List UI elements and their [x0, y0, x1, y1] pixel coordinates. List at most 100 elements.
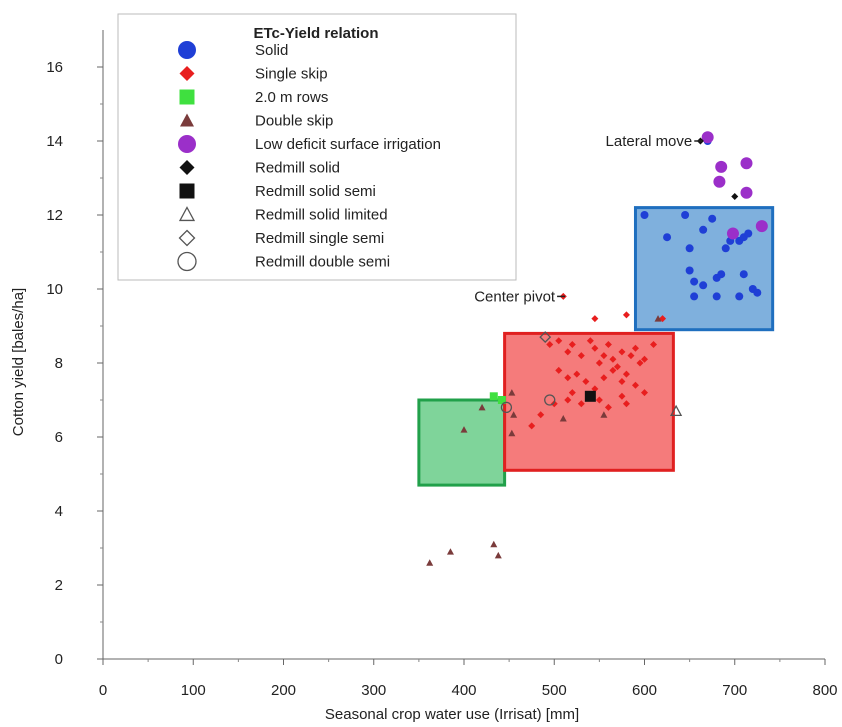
data-point — [690, 292, 699, 301]
data-point — [537, 411, 545, 419]
x-tick-label: 600 — [632, 682, 657, 699]
data-point — [555, 366, 563, 374]
legend-marker — [178, 41, 196, 59]
annotation-label: Lateral move — [606, 133, 693, 150]
data-point — [591, 315, 599, 323]
region-box-1 — [417, 398, 507, 487]
legend-marker — [178, 229, 196, 247]
data-point — [604, 341, 612, 348]
x-tick-label: 200 — [271, 682, 296, 699]
data-point — [550, 400, 558, 408]
data-point — [500, 401, 513, 414]
data-point — [618, 348, 626, 356]
data-point — [631, 381, 639, 389]
data-point — [544, 394, 556, 406]
data-point — [577, 400, 585, 408]
data-point — [685, 244, 694, 253]
data-point — [622, 400, 630, 408]
data-point — [600, 411, 608, 418]
x-tick-label: 0 — [99, 682, 107, 699]
data-point — [446, 548, 454, 555]
data-point — [584, 390, 596, 402]
data-point — [490, 540, 498, 548]
points-layer — [426, 131, 768, 566]
data-point — [690, 277, 699, 286]
data-point — [494, 551, 502, 559]
y-axis-title: Cotton yield [bales/ha] — [10, 288, 27, 436]
legend-label: Solid — [255, 42, 288, 59]
data-point — [735, 292, 744, 301]
data-point — [568, 341, 576, 348]
data-point — [713, 175, 726, 188]
y-tick-label: 6 — [55, 429, 63, 446]
data-point — [721, 244, 730, 253]
legend-label: Low deficit surface irrigation — [255, 136, 441, 153]
annotation-label: Center pivot — [474, 288, 556, 305]
data-point — [604, 403, 612, 411]
data-point — [641, 389, 648, 397]
legend-label: Double skip — [255, 113, 333, 130]
legend-label: Redmill double semi — [255, 254, 390, 271]
data-point — [613, 363, 621, 371]
data-point — [708, 214, 717, 223]
legend-marker — [179, 160, 195, 175]
data-point — [591, 344, 599, 352]
legend-marker — [179, 183, 195, 199]
y-tick-label: 4 — [55, 503, 63, 520]
data-point — [564, 396, 572, 404]
data-point — [740, 157, 753, 170]
legend-marker — [178, 135, 196, 153]
data-point — [650, 341, 658, 348]
data-point — [627, 352, 635, 360]
data-point — [478, 403, 486, 411]
data-point — [539, 331, 552, 344]
legend-label: Redmill solid — [255, 160, 340, 177]
data-point — [641, 355, 648, 363]
data-point — [740, 186, 753, 199]
data-point — [636, 359, 644, 367]
data-point — [744, 229, 753, 238]
data-point — [595, 396, 603, 404]
data-point — [600, 352, 608, 360]
y-tick-label: 16 — [46, 59, 63, 76]
x-tick-label: 300 — [361, 682, 386, 699]
x-tick-label: 700 — [722, 682, 747, 699]
legend-label: 2.0 m rows — [255, 89, 328, 106]
data-point — [753, 288, 762, 297]
data-point — [622, 370, 630, 378]
data-point — [586, 337, 594, 345]
data-point — [546, 341, 554, 348]
data-point — [685, 266, 694, 275]
data-point — [755, 220, 768, 233]
data-point — [528, 422, 536, 430]
x-tick-label: 100 — [181, 682, 206, 699]
region-box-2 — [503, 331, 675, 472]
data-point — [582, 378, 590, 385]
data-point — [609, 366, 617, 374]
legend-marker — [180, 113, 194, 127]
y-tick-label: 10 — [46, 281, 63, 298]
y-tick-label: 14 — [46, 133, 63, 150]
data-point — [555, 337, 563, 345]
x-tick-label: 500 — [542, 682, 567, 699]
data-point — [663, 233, 672, 242]
legend-label: Redmill single semi — [255, 230, 384, 247]
data-point — [577, 352, 585, 360]
data-point — [681, 211, 690, 219]
legend-label: Single skip — [255, 66, 328, 83]
legend-title: ETc-Yield relation — [253, 25, 378, 42]
data-point — [426, 559, 434, 566]
data-point — [717, 270, 726, 279]
y-tick-label: 12 — [46, 207, 63, 224]
data-point — [726, 227, 739, 240]
data-point — [559, 415, 567, 422]
data-point — [699, 281, 708, 290]
x-axis-title: Seasonal crop water use (Irrisat) [mm] — [325, 706, 579, 722]
data-point — [739, 270, 748, 279]
data-point — [701, 131, 714, 144]
data-point — [489, 392, 498, 401]
data-point — [731, 193, 739, 200]
data-point — [564, 348, 572, 356]
